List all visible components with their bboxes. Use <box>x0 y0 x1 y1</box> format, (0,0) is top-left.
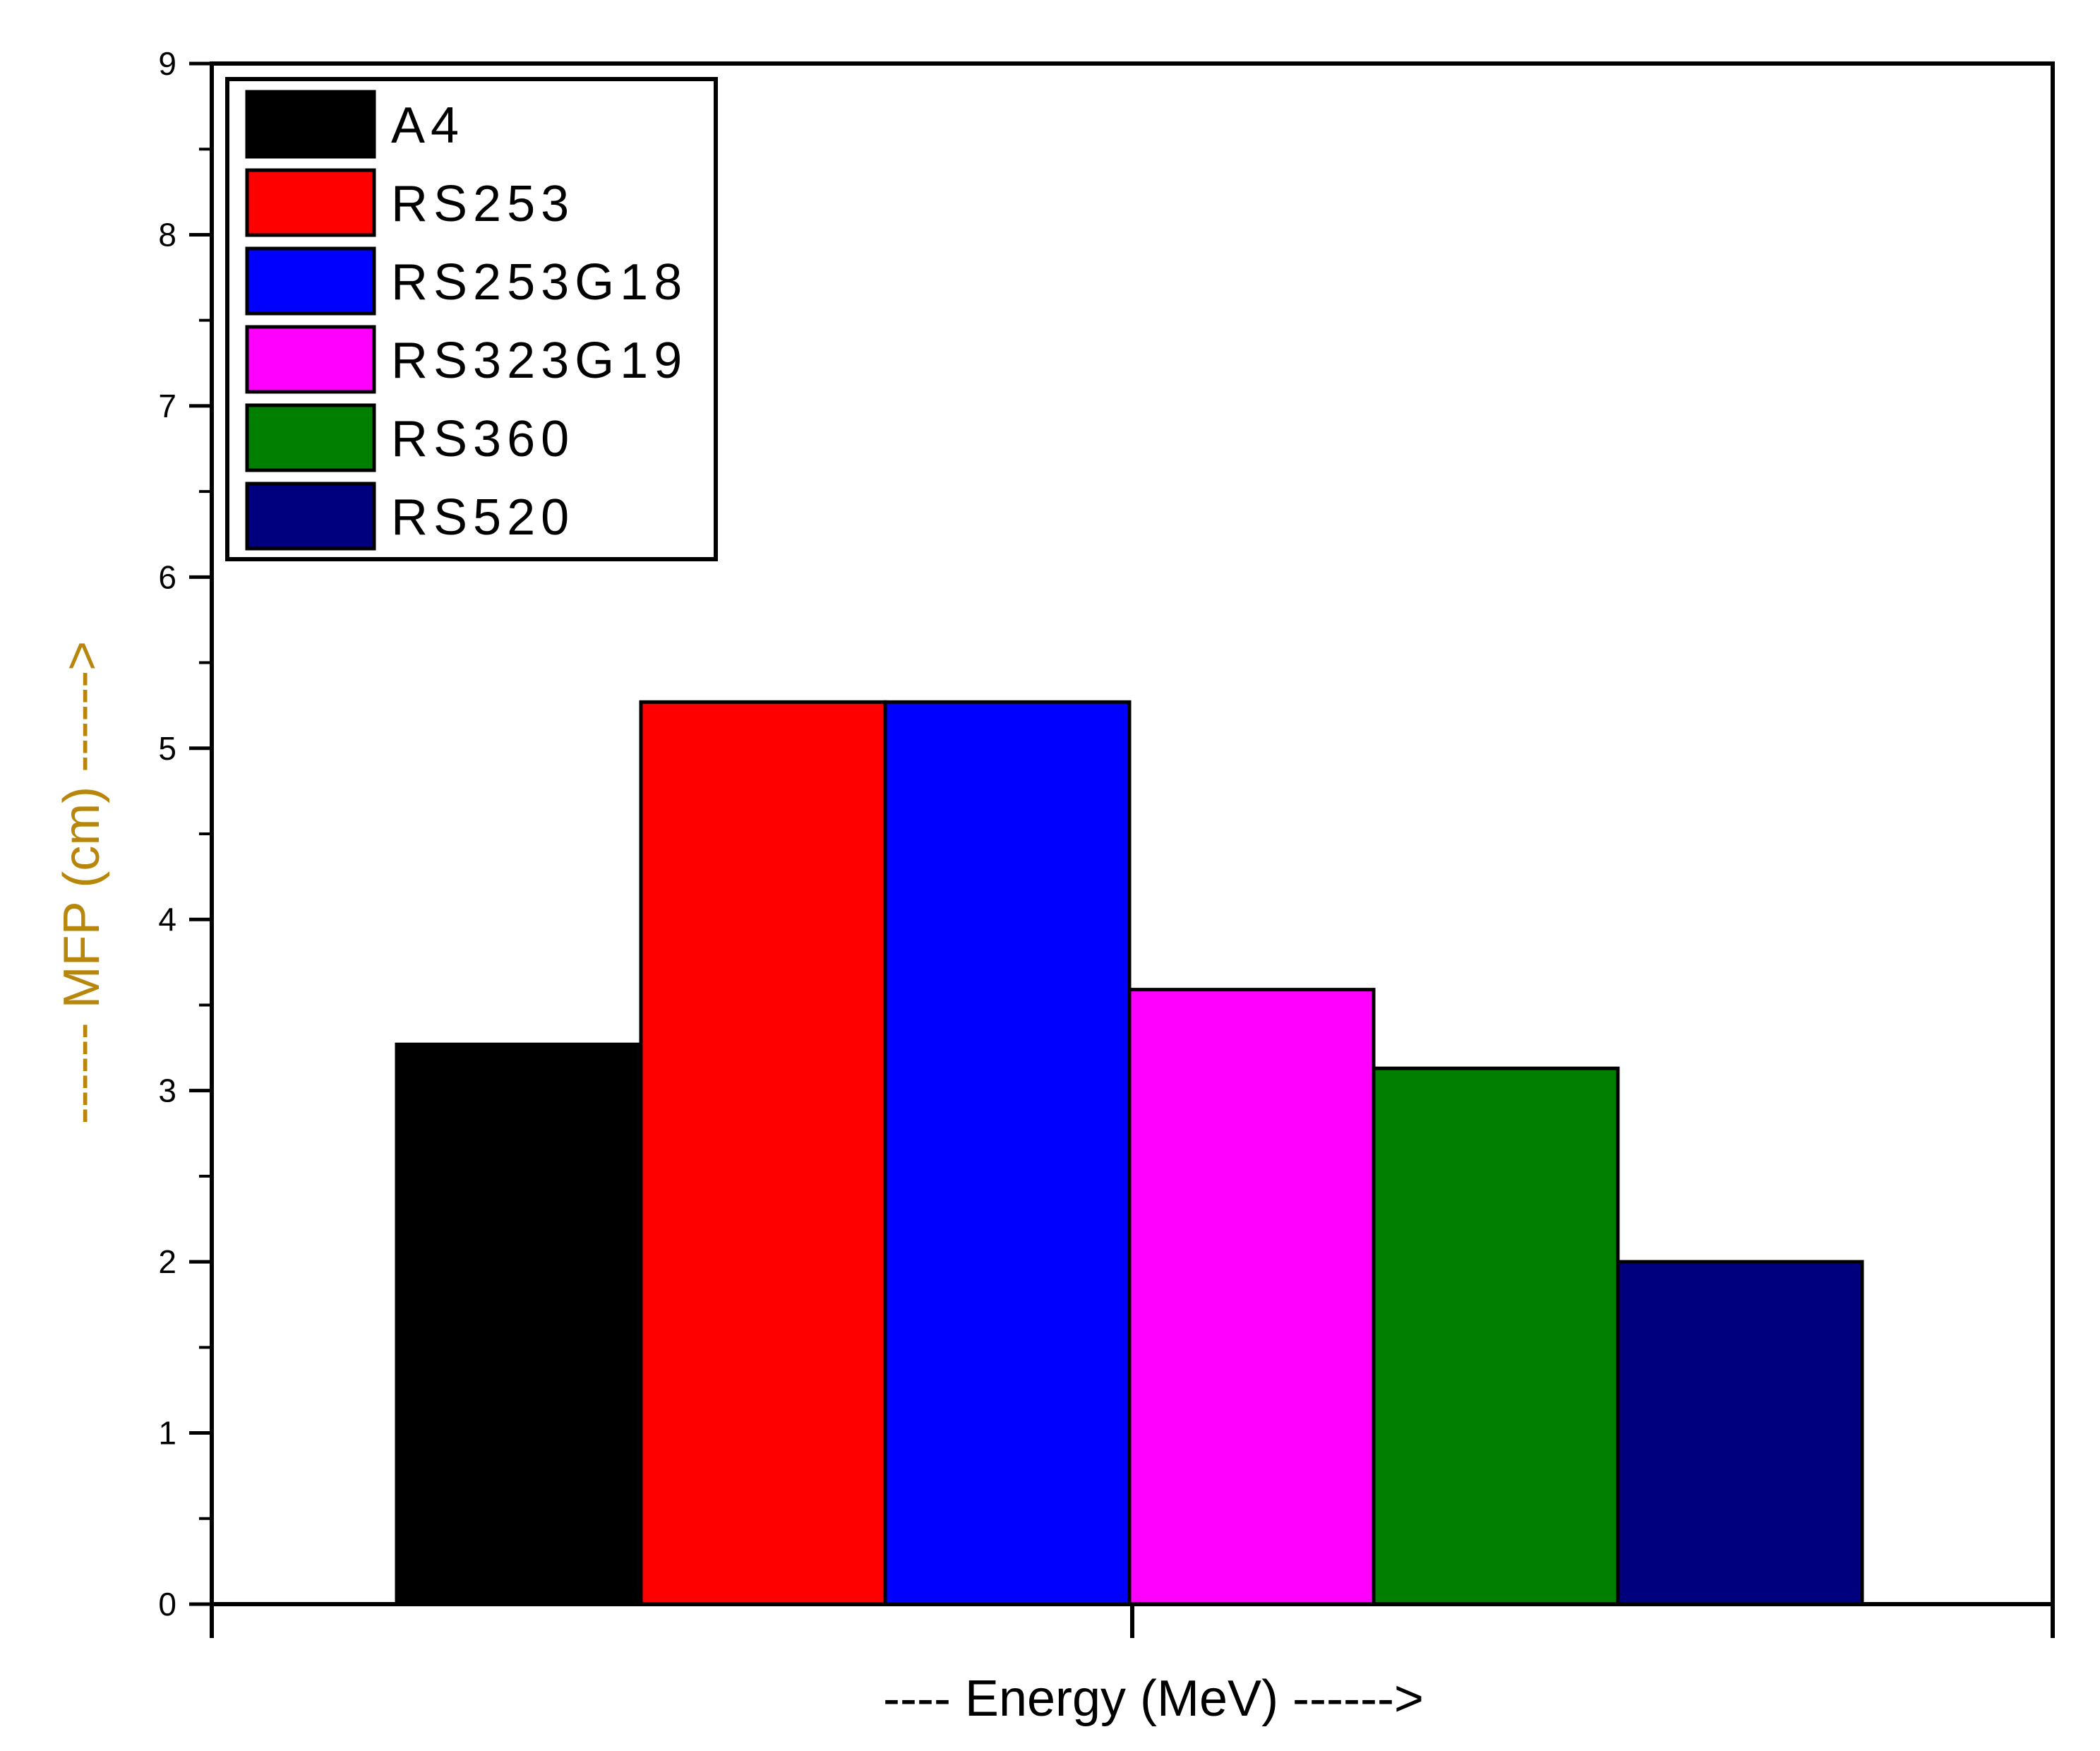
bar-rs253 <box>639 700 887 1606</box>
y-tick-label: 6 <box>158 558 176 595</box>
y-tick-label: 4 <box>158 901 176 938</box>
y-tick-label: 3 <box>158 1072 176 1109</box>
y-tick-label: 7 <box>158 388 176 424</box>
legend-label-rs360: RS360 <box>391 411 575 467</box>
legend-label-rs253g18: RS253G18 <box>391 254 688 311</box>
bar-rs360 <box>1372 1066 1620 1606</box>
legend-label-rs323g19: RS323G19 <box>391 333 688 389</box>
legend-swatch-rs520 <box>245 482 376 551</box>
bar-rs253g18 <box>883 700 1132 1606</box>
legend-label-rs520: RS520 <box>391 489 575 546</box>
y-tick-label: 0 <box>158 1586 176 1622</box>
bars-group <box>395 700 1864 1606</box>
legend-swatch-rs360 <box>245 403 376 472</box>
y-axis-title: ------ MFP (cm) ------> <box>54 641 110 1124</box>
y-ticks-group: 0 1 2 3 4 5 6 7 8 9 <box>158 45 212 1622</box>
y-tick-label: 8 <box>158 216 176 253</box>
legend-label-rs253: RS253 <box>391 176 575 232</box>
legend-swatch-rs253 <box>245 168 376 237</box>
x-axis-title: ---- Energy (MeV) ------> <box>883 1671 1424 1727</box>
bar-a4 <box>395 1042 643 1606</box>
legend-label-a4: A4 <box>391 97 464 154</box>
legend-box <box>225 77 718 561</box>
legend-swatch-a4 <box>245 90 376 159</box>
legend-swatch-rs253g18 <box>245 246 376 316</box>
y-tick-label: 2 <box>158 1243 176 1280</box>
legend-swatch-rs323g19 <box>245 325 376 394</box>
bar-rs520 <box>1616 1260 1864 1606</box>
y-tick-label: 9 <box>158 45 176 82</box>
bar-rs323g19 <box>1127 988 1376 1606</box>
legend: A4 RS253 RS253G18 RS323G19 RS360 RS520 <box>225 77 718 561</box>
y-tick-label: 5 <box>158 730 176 767</box>
y-tick-label: 1 <box>158 1415 176 1452</box>
